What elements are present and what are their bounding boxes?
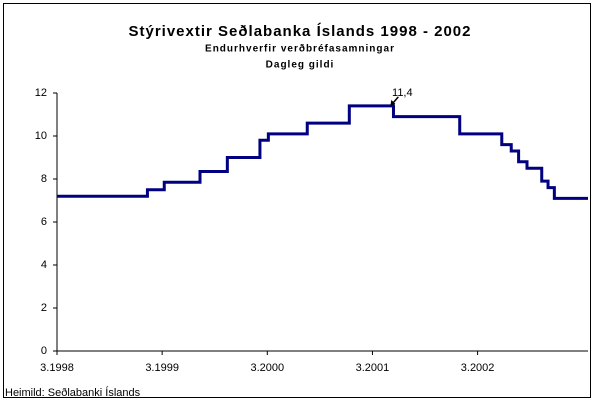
chart-title: Stýrivextir Seðlabanka Íslands 1998 - 20…	[128, 23, 471, 40]
series-line	[57, 104, 588, 200]
x-tick-label: 3.2002	[461, 362, 495, 374]
y-tick-label: 12	[35, 87, 47, 99]
chart-subtitle: Endurhverfir verðbréfasamningar	[205, 43, 395, 55]
y-tick-label: 8	[41, 173, 47, 185]
source: Heimild: Seðlabanki Íslands	[5, 386, 141, 399]
y-tick-label: 10	[35, 130, 47, 142]
y-tick-label: 2	[41, 302, 47, 314]
x-tick-label: 3.1998	[40, 362, 74, 374]
chart-frame	[3, 3, 591, 398]
x-tick-label: 3.1999	[145, 362, 179, 374]
chart-subtitle: Dagleg gildi	[266, 60, 335, 71]
x-tick-label: 3.2000	[250, 362, 284, 374]
annotation: 11,4	[392, 87, 413, 99]
y-tick-label: 0	[41, 345, 47, 357]
annotation-arrowhead	[390, 99, 396, 106]
y-tick-label: 6	[41, 216, 47, 228]
x-tick-label: 3.2001	[356, 362, 390, 374]
y-tick-label: 4	[41, 259, 47, 271]
